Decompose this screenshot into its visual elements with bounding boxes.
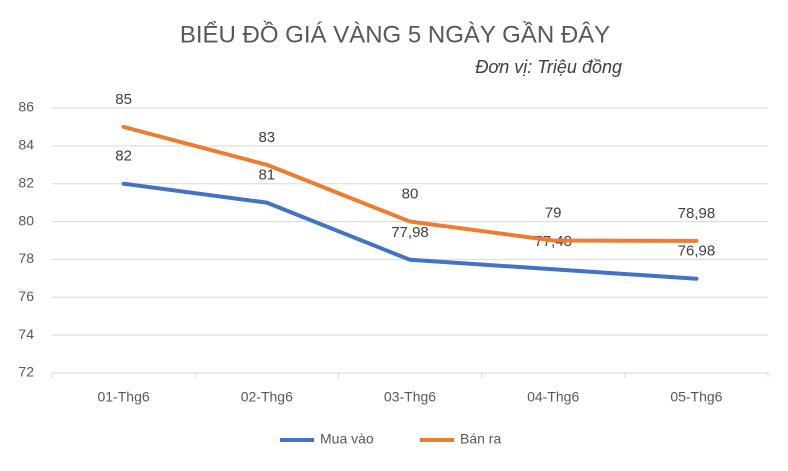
data-label: 76,98: [678, 243, 716, 260]
data-label: 79: [545, 204, 562, 221]
data-label: 85: [115, 91, 132, 108]
y-tick-label: 84: [18, 137, 34, 153]
data-label: 82: [115, 148, 132, 165]
data-label: 83: [258, 129, 275, 146]
chart-title: BIỂU ĐỒ GIÁ VÀNG 5 NGÀY GẦN ĐÂY: [180, 20, 610, 48]
line-series: [121, 124, 699, 243]
x-tick-label: 02-Thg6: [241, 389, 293, 405]
y-tick-label: 76: [18, 288, 34, 304]
legend-label: Bán ra: [460, 431, 501, 447]
x-tick-label: 03-Thg6: [384, 389, 436, 405]
data-label: 77,98: [391, 224, 429, 241]
chart-subtitle: Đơn vị: Triệu đồng: [475, 57, 622, 77]
line-series: [121, 181, 699, 281]
x-tick-label: 01-Thg6: [98, 389, 150, 405]
y-tick-label: 78: [18, 250, 34, 266]
data-label: 80: [402, 186, 419, 203]
legend-label: Mua vào: [320, 431, 374, 447]
y-tick-label: 80: [18, 212, 34, 228]
data-label: 78,98: [678, 205, 716, 222]
y-tick-label: 86: [18, 99, 34, 115]
x-tick-label: 04-Thg6: [527, 389, 579, 405]
x-tick-label: 05-Thg6: [670, 389, 722, 405]
y-tick-label: 72: [18, 364, 34, 380]
y-tick-label: 74: [18, 326, 34, 342]
data-label: 81: [258, 167, 275, 184]
y-tick-label: 82: [18, 174, 34, 190]
